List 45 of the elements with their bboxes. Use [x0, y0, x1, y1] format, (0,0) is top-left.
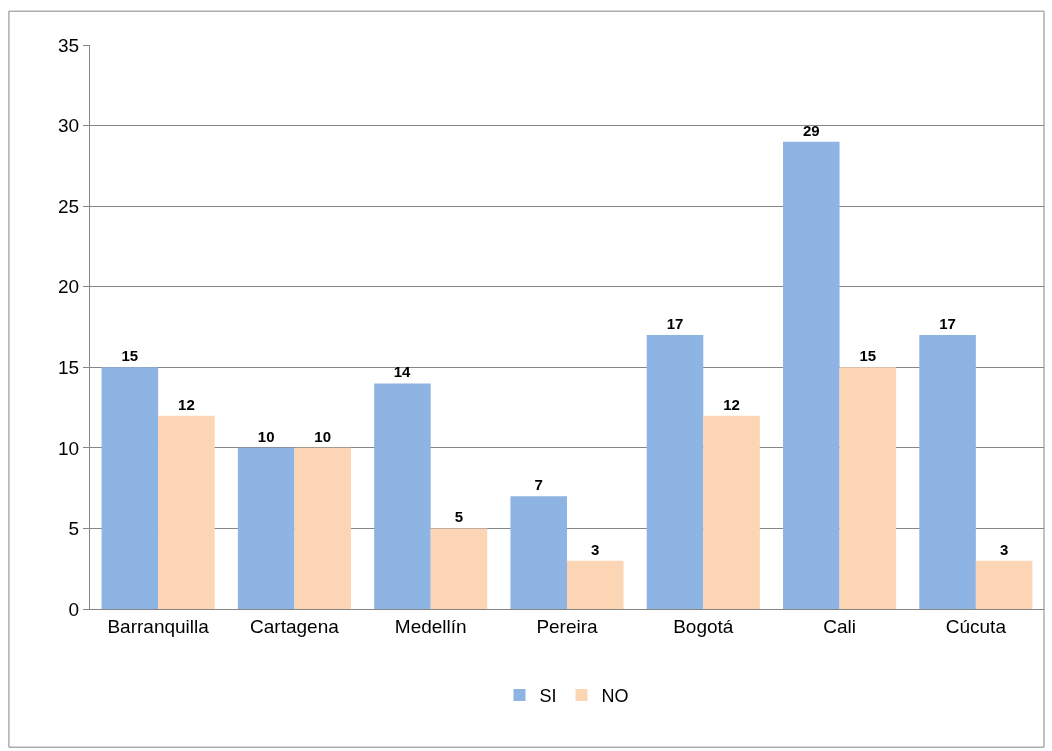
y-tick-label: 25 [58, 195, 80, 217]
bar [783, 141, 840, 609]
data-label: 14 [393, 363, 412, 381]
data-label: 3 [999, 540, 1009, 558]
y-tick-label: 35 [58, 34, 80, 56]
y-tick-label: 20 [58, 276, 80, 298]
bar [567, 560, 624, 609]
data-label: 29 [802, 121, 820, 139]
data-label: 7 [534, 476, 543, 494]
bar [510, 496, 567, 609]
x-tick-label: Cartagena [250, 615, 340, 637]
data-label: 17 [666, 315, 684, 333]
bar [294, 447, 351, 609]
y-tick-label: 0 [68, 598, 80, 620]
bar [374, 383, 431, 609]
bar [158, 415, 215, 609]
data-label: 5 [454, 508, 464, 526]
x-tick-label: Barranquilla [107, 615, 210, 637]
x-tick-label: Cúcuta [945, 615, 1007, 637]
data-label: 10 [314, 427, 332, 445]
y-tick-label: 30 [58, 115, 80, 137]
y-tick-label: 5 [68, 518, 80, 540]
bar [919, 335, 976, 609]
bar [237, 447, 295, 609]
data-label: 12 [723, 395, 740, 413]
bar [839, 367, 897, 609]
x-tick-label: Medellín [394, 615, 467, 637]
data-label: 10 [257, 427, 275, 445]
data-label: 17 [939, 315, 956, 333]
legend-label: NO [601, 685, 629, 706]
bar [975, 560, 1033, 609]
bar [646, 335, 704, 609]
x-tick-label: Bogotá [673, 615, 734, 637]
bar [430, 528, 488, 609]
legend-label: SI [539, 685, 557, 706]
bar [703, 415, 760, 609]
data-label: 3 [591, 540, 600, 558]
data-label: 15 [121, 347, 139, 365]
bar [101, 367, 159, 609]
x-tick-label: Cali [823, 615, 856, 637]
data-label: 15 [859, 347, 877, 365]
y-tick-label: 10 [58, 437, 80, 459]
y-tick-label: 15 [58, 356, 80, 378]
data-label: 12 [178, 395, 195, 413]
x-tick-label: Pereira [536, 615, 599, 637]
